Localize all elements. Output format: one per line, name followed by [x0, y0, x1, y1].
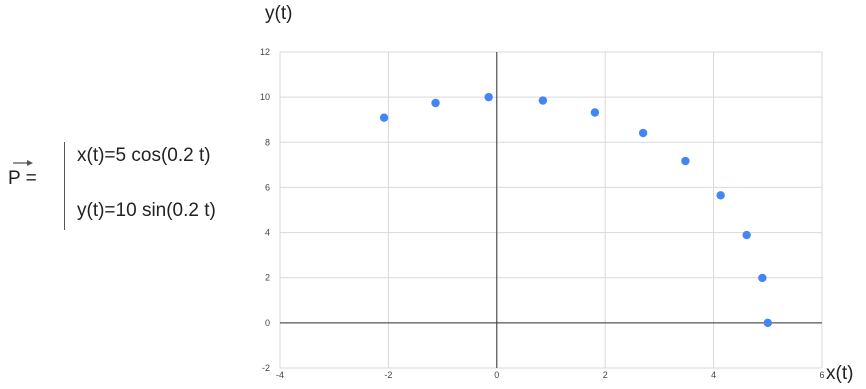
- data-point: [638, 128, 648, 138]
- y-tick-label: 4: [265, 228, 270, 238]
- data-point: [590, 108, 600, 117]
- equation-brace: [64, 142, 65, 230]
- x-axis-label: x(t): [826, 363, 854, 384]
- plot-frame: [279, 51, 823, 369]
- x-tick-label: 4: [711, 370, 716, 380]
- y-tick-label: -2: [262, 363, 270, 373]
- vector-arrow-icon: [13, 160, 33, 166]
- equation-y: y(t)=10 sin(0.2 t): [77, 200, 216, 221]
- data-point: [758, 273, 767, 283]
- data-point: [379, 113, 389, 122]
- x-tick-label: -2: [384, 370, 392, 380]
- data-point: [716, 191, 725, 200]
- y-tick-label: 2: [265, 273, 270, 283]
- y-tick-label: 12: [260, 47, 270, 57]
- data-point: [484, 92, 493, 102]
- y-axis-label: y(t): [265, 3, 293, 24]
- x-tick-label: -4: [276, 370, 284, 380]
- data-point: [742, 230, 751, 240]
- y-tick-label: 0: [265, 318, 270, 328]
- y-tick-label: 10: [260, 92, 270, 102]
- data-points: [379, 92, 772, 328]
- tick-labels: -4 -2 0 2 4 6 -2 0 2 4 6 8 10 12: [260, 47, 825, 380]
- grid: [279, 51, 823, 369]
- y-tick-label: 8: [265, 137, 270, 147]
- data-point: [763, 318, 772, 328]
- x-tick-label: 2: [603, 370, 608, 380]
- y-tick-label: 6: [265, 182, 270, 192]
- equation-x: x(t)=5 cos(0.2 t): [77, 145, 211, 166]
- equation-lhs: P =: [8, 168, 37, 189]
- data-point: [681, 156, 690, 166]
- data-point: [538, 96, 548, 105]
- x-tick-label: 0: [494, 370, 499, 380]
- data-point: [431, 98, 440, 108]
- x-tick-label: 6: [819, 370, 824, 380]
- axes: [280, 52, 822, 368]
